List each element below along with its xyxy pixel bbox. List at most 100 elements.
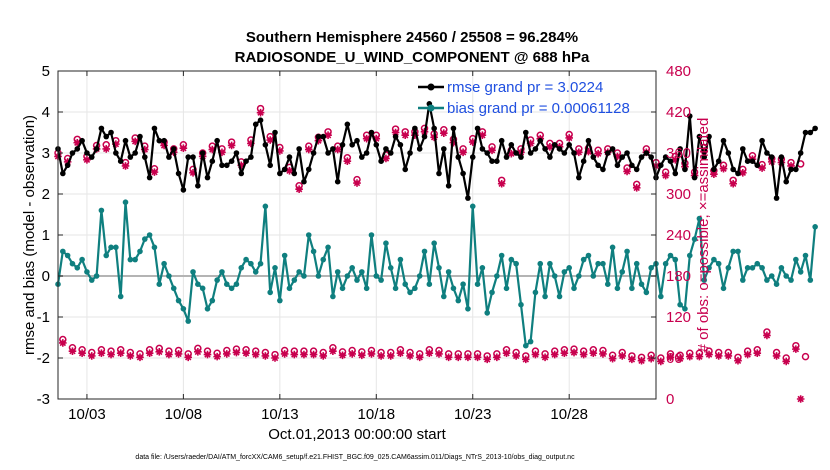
bias-point (682, 306, 688, 312)
obs-assimilated-point (473, 353, 482, 362)
rmse-point (103, 133, 110, 140)
bias-point (590, 273, 597, 279)
obs-assimilated-point (488, 146, 496, 155)
bias-point (228, 285, 235, 292)
obs-assimilated-point (68, 347, 77, 355)
obs-assimilated-point (391, 128, 400, 137)
bias-point (359, 269, 365, 275)
obs-assimilated-point (107, 350, 115, 359)
rmse-point (412, 125, 418, 132)
rmse-point (146, 174, 153, 181)
rmse-point (310, 150, 317, 156)
obs-possible-point (801, 352, 810, 361)
rmse-point (262, 142, 269, 148)
rmse-point (407, 150, 413, 156)
bias-point (248, 260, 254, 267)
bias-point (407, 289, 413, 296)
obs-assimilated-point (87, 352, 96, 360)
rmse-point (609, 146, 616, 152)
rmse-point (252, 121, 259, 128)
obs-assimilated-point (647, 354, 655, 363)
rmse-point (469, 154, 476, 160)
left-tick-label: 0 (42, 268, 50, 285)
bias-point (730, 248, 736, 255)
rmse-point (330, 146, 336, 152)
rmse-point (658, 162, 664, 169)
obs-assimilated-point (377, 352, 385, 360)
obs-assimilated-point (497, 179, 506, 188)
rmse-point (301, 178, 307, 185)
bias-point (503, 285, 510, 292)
bias-point (658, 293, 664, 300)
obs-assimilated-point (208, 145, 217, 154)
obs-assimilated-point (367, 350, 376, 358)
bias-point (556, 293, 563, 300)
bias-point (455, 297, 462, 304)
obs-assimilated-point (705, 350, 713, 359)
rmse-point (243, 158, 249, 164)
obs-assimilated-point (203, 350, 212, 359)
rmse-point (436, 170, 442, 177)
obs-assimilated-point (493, 353, 501, 362)
rmse-point (788, 166, 794, 173)
bias-point (267, 289, 273, 296)
obs-assimilated-point (743, 350, 752, 359)
rmse-point (392, 133, 399, 140)
obs-assimilated-point (102, 145, 111, 153)
obs-assimilated-point (179, 144, 188, 153)
bias-point (793, 256, 799, 263)
bias-point (638, 281, 645, 288)
rmse-point (359, 154, 365, 160)
bias-point (363, 285, 370, 292)
rmse-point (527, 150, 534, 156)
rmse-point (74, 146, 81, 152)
obs-assimilated-point (247, 139, 255, 148)
rmse-point (190, 154, 196, 160)
obs-assimilated-point (295, 185, 303, 194)
rmse-point (209, 158, 216, 164)
bias-point (392, 285, 399, 292)
rmse-point (387, 150, 394, 156)
rmse-point (754, 162, 761, 169)
rmse-point (783, 178, 790, 185)
bias-point (166, 273, 172, 279)
obs-assimilated-point (440, 129, 448, 137)
bias-point (383, 240, 389, 246)
obs-assimilated-point (78, 349, 86, 358)
bias-point (788, 277, 794, 283)
obs-assimilated-point (478, 131, 487, 140)
obs-assimilated-point (628, 355, 636, 364)
rmse-point (522, 129, 529, 136)
obs-assimilated-point (121, 162, 130, 170)
rmse-point (170, 146, 177, 152)
rmse-point (185, 154, 192, 160)
obs-assimilated-point (512, 352, 520, 360)
bias-point (677, 301, 683, 308)
rmse-point (600, 166, 606, 173)
obs-assimilated-point (483, 355, 492, 364)
right-tick-label: 180 (666, 268, 691, 285)
obs-assimilated-point (599, 350, 607, 358)
bias-point (277, 297, 283, 304)
bias-point (778, 265, 785, 271)
bias-point (711, 256, 717, 263)
rmse-point (667, 158, 674, 164)
bias-point (325, 244, 331, 251)
bias-point (190, 269, 196, 275)
rmse-point (339, 142, 346, 148)
obs-assimilated-point (256, 108, 265, 117)
right-tick-label: 240 (666, 227, 691, 244)
rmse-point (450, 125, 457, 132)
obs-assimilated-point (227, 141, 236, 150)
obs-assimilated-point (758, 164, 766, 172)
series-rmse (55, 101, 818, 201)
bias-point (272, 265, 278, 271)
rmse-point (629, 162, 635, 169)
obs-assimilated-point (401, 131, 410, 140)
obs-assimilated-point (550, 350, 559, 359)
bias-point (199, 285, 206, 292)
rmse-point (590, 154, 597, 160)
bias-point (527, 338, 534, 345)
rmse-point (228, 158, 235, 164)
obs-assimilated-point (145, 349, 154, 358)
